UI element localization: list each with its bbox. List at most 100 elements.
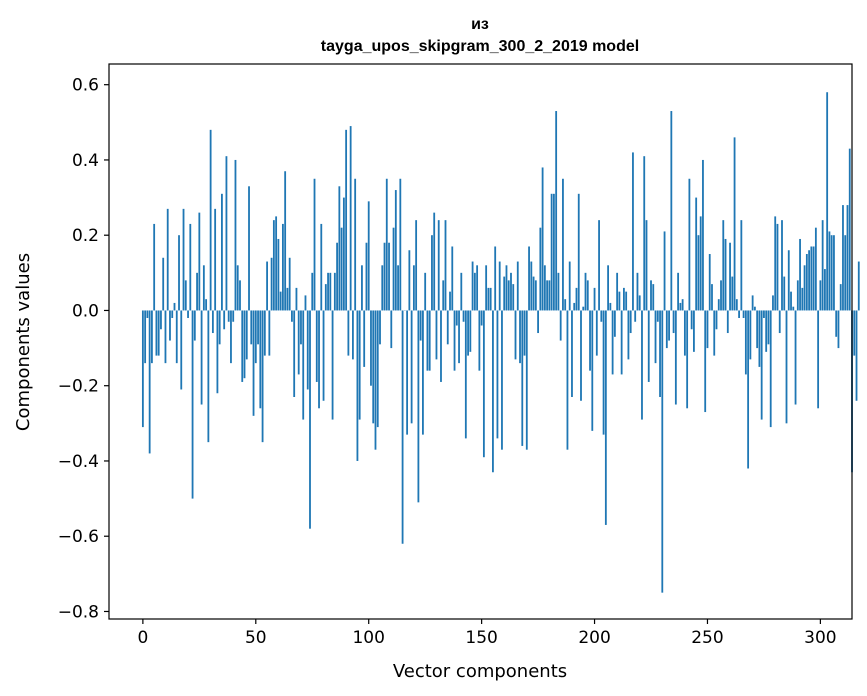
bar xyxy=(216,310,219,394)
bar xyxy=(426,310,429,371)
bar xyxy=(444,220,447,311)
bar xyxy=(566,310,569,450)
bar xyxy=(211,310,214,334)
x-tick-label: 250 xyxy=(691,628,723,648)
bar xyxy=(288,257,291,311)
bar xyxy=(632,152,634,311)
bar xyxy=(568,261,571,311)
bar xyxy=(464,310,467,439)
bar xyxy=(376,310,379,428)
y-tick-label: 0.4 xyxy=(72,151,99,171)
bar xyxy=(270,257,273,311)
bar xyxy=(315,310,318,382)
bar xyxy=(300,310,302,345)
bar xyxy=(636,272,639,311)
x-tick-label: 0 xyxy=(137,628,148,648)
bar xyxy=(674,310,677,405)
bar-series xyxy=(141,92,860,593)
bar xyxy=(227,310,230,322)
bar xyxy=(306,310,309,390)
bar xyxy=(331,310,334,420)
bar xyxy=(774,216,777,311)
bar xyxy=(620,310,623,375)
bar xyxy=(534,280,537,311)
bar xyxy=(548,280,551,311)
chart-title-line-2: tayga_upos_skipgram_300_2_2019 model xyxy=(321,38,639,55)
bar xyxy=(383,242,386,311)
bar xyxy=(715,310,718,330)
bar xyxy=(394,190,397,311)
bar xyxy=(171,310,174,318)
bar xyxy=(275,216,278,311)
bar xyxy=(336,242,338,311)
bar xyxy=(688,178,691,311)
bar xyxy=(358,310,361,420)
bar xyxy=(279,291,282,311)
y-tick-label: 0.6 xyxy=(72,76,99,96)
bar xyxy=(844,235,847,311)
bar xyxy=(661,310,664,593)
bar xyxy=(593,287,596,311)
bar xyxy=(521,310,524,446)
bar xyxy=(365,242,368,311)
bar xyxy=(772,295,774,311)
bar xyxy=(248,186,250,311)
bar xyxy=(559,310,562,341)
bar xyxy=(390,310,393,349)
bar xyxy=(501,310,503,450)
bar xyxy=(837,310,840,349)
bar xyxy=(625,291,628,311)
bar xyxy=(406,310,409,435)
bar xyxy=(656,310,659,322)
bar xyxy=(435,310,438,360)
bar xyxy=(681,299,684,311)
y-tick-label: −0.4 xyxy=(58,452,99,472)
bar xyxy=(478,310,481,371)
bar xyxy=(546,280,549,311)
bar xyxy=(291,310,293,322)
bar xyxy=(602,310,605,435)
bar xyxy=(408,250,411,311)
bar xyxy=(293,310,296,397)
bar xyxy=(634,310,637,322)
bar xyxy=(647,310,650,382)
x-axis-label: Vector components xyxy=(393,661,567,682)
bar xyxy=(169,310,171,341)
x-tick-label: 300 xyxy=(804,628,836,648)
bar xyxy=(765,310,768,352)
y-tick-label: 0.2 xyxy=(72,226,99,246)
bar xyxy=(261,310,264,443)
bar xyxy=(652,284,655,311)
bar xyxy=(309,310,311,529)
bar xyxy=(532,276,535,311)
bar xyxy=(453,310,456,371)
bar xyxy=(205,299,208,311)
bar xyxy=(604,310,607,525)
bar xyxy=(467,310,469,356)
bar xyxy=(769,310,772,428)
bar xyxy=(347,310,350,356)
bar xyxy=(580,310,582,401)
bar xyxy=(539,227,542,311)
bar xyxy=(519,310,521,364)
bar xyxy=(830,235,833,311)
bar xyxy=(584,272,587,311)
bar xyxy=(586,280,589,311)
bar xyxy=(458,310,460,364)
bar xyxy=(460,272,463,311)
bar xyxy=(327,272,329,311)
bar xyxy=(144,310,147,364)
bar xyxy=(835,310,838,337)
y-tick-label: −0.8 xyxy=(58,602,99,622)
bar xyxy=(503,276,506,311)
bar xyxy=(589,310,591,371)
bar xyxy=(643,156,646,311)
bar xyxy=(792,306,795,311)
y-tick-label: −0.2 xyxy=(58,377,99,397)
y-axis-ticks: −0.8 −0.6 −0.4 −0.2 0.0 0.2 0.4 0.6 xyxy=(58,76,109,622)
bar xyxy=(329,272,332,311)
bar xyxy=(683,310,686,356)
bar xyxy=(428,310,431,371)
bar xyxy=(449,291,451,311)
